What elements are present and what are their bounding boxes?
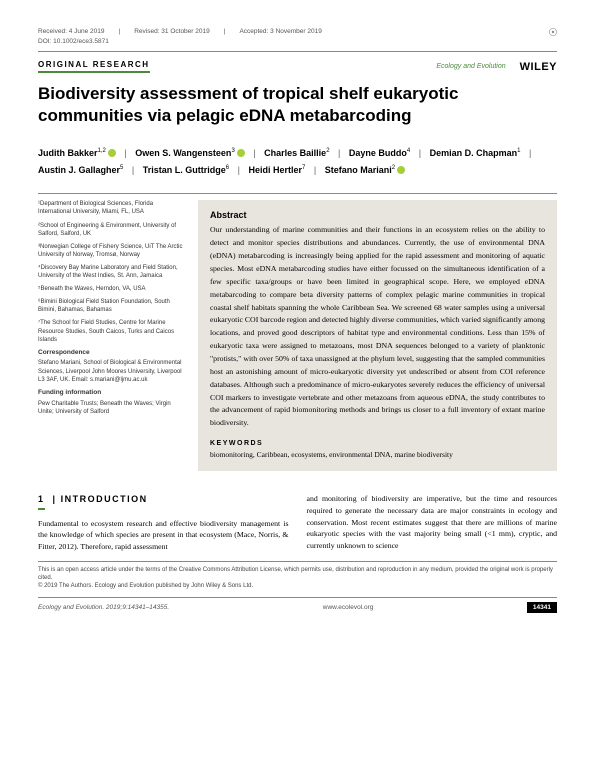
article-title: Biodiversity assessment of tropical shel… [38,83,557,127]
orcid-icon[interactable] [108,149,116,157]
intro-para: and monitoring of biodiversity are imper… [307,493,558,551]
section-sep: | [53,494,57,504]
page-number: 14341 [527,602,557,613]
keywords-heading: KEYWORDS [210,440,545,447]
correspondence: Stefano Mariani, School of Biological & … [38,359,186,383]
author: Tristan L. Guttridge6 [143,165,229,175]
affiliation: ¹Department of Biological Sciences, Flor… [38,200,186,216]
author: Owen S. Wangensteen3 [135,148,245,158]
dates-row: Received: 4 June 2019 | Revised: 31 Octo… [38,28,322,35]
keywords: biomonitoring, Caribbean, ecosystems, en… [210,450,545,459]
author-sep: | [253,148,255,158]
intro-para: Fundamental to ecosystem research and ef… [38,518,289,553]
author: Dayne Buddo4 [349,148,410,158]
copyright-text: © 2019 The Authors. Ecology and Evolutio… [38,582,557,590]
author-sep: | [338,148,340,158]
orcid-icon[interactable] [237,149,245,157]
affiliation: ²School of Engineering & Environment, Un… [38,222,186,238]
wiley-logo: WILEY [520,61,557,73]
affiliation: ⁶Bimini Biological Field Station Foundat… [38,298,186,314]
revised-date: Revised: 31 October 2019 [134,28,210,35]
author: Judith Bakker1,2 [38,148,116,158]
publisher-logos: Ecology and Evolution WILEY [436,61,557,73]
doi: DOI: 10.1002/ece3.5871 [38,38,557,45]
intro-section: 1 | INTRODUCTION Fundamental to ecosyste… [38,493,557,553]
section-title: INTRODUCTION [61,494,148,504]
section-heading: 1 | INTRODUCTION [38,493,289,510]
author-sep: | [132,165,134,175]
author: Demian D. Chapman1 [430,148,521,158]
divider: | [224,28,226,35]
affiliation: ⁴Discovery Bay Marine Laboratory and Fie… [38,264,186,280]
license-text: This is an open access article under the… [38,566,557,583]
section-number: 1 [38,493,45,510]
author-sep: | [238,165,240,175]
body-row: ¹Department of Biological Sciences, Flor… [38,193,557,471]
journal-citation: Ecology and Evolution. 2019;9:14341–1435… [38,604,169,611]
journal-url[interactable]: www.ecolevol.org [323,604,374,611]
affiliation: ⁷The School for Field Studies, Centre fo… [38,319,186,343]
check-updates[interactable] [549,28,557,36]
intro-column-right: and monitoring of biodiversity are imper… [307,493,558,553]
category-row: ORIGINAL RESEARCH Ecology and Evolution … [38,60,557,73]
author-sep: | [419,148,421,158]
author-sep: | [529,148,531,158]
author: Charles Baillie2 [264,148,329,158]
affiliations-column: ¹Department of Biological Sciences, Flor… [38,200,186,471]
check-updates-icon [549,28,557,36]
abstract-text: Our understanding of marine communities … [210,224,545,430]
rule [38,51,557,52]
abstract-box: Abstract Our understanding of marine com… [198,200,557,471]
intro-column-left: 1 | INTRODUCTION Fundamental to ecosyste… [38,493,289,553]
footer-bar: Ecology and Evolution. 2019;9:14341–1435… [38,597,557,613]
top-meta-row: Received: 4 June 2019 | Revised: 31 Octo… [38,28,557,36]
funding-info: Pew Charitable Trusts; Beneath the Waves… [38,400,186,416]
correspondence-heading: Correspondence [38,349,186,358]
affiliation: ⁵Beneath the Waves, Herndon, VA, USA [38,285,186,293]
article-category: ORIGINAL RESEARCH [38,60,150,73]
divider: | [119,28,121,35]
journal-logo: Ecology and Evolution [436,63,505,70]
funding-heading: Funding information [38,389,186,398]
accepted-date: Accepted: 3 November 2019 [239,28,321,35]
author-list: Judith Bakker1,2 | Owen S. Wangensteen3 … [38,145,557,179]
affiliation: ³Norwegian College of Fishery Science, U… [38,243,186,259]
page: Received: 4 June 2019 | Revised: 31 Octo… [0,0,595,631]
abstract-heading: Abstract [210,210,545,220]
author: Heidi Hertler7 [248,165,305,175]
orcid-icon[interactable] [397,166,405,174]
license-footer: This is an open access article under the… [38,561,557,591]
author-sep: | [124,148,126,158]
author-sep: | [314,165,316,175]
author: Austin J. Gallagher5 [38,165,123,175]
author: Stefano Mariani2 [325,165,405,175]
received-date: Received: 4 June 2019 [38,28,105,35]
